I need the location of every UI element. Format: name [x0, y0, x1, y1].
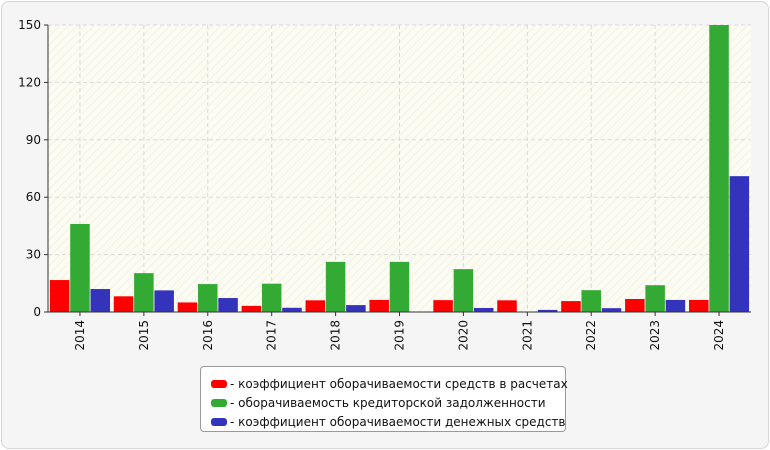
y-tick-label: 60 [26, 190, 41, 204]
legend-label: - коэффициент оборачиваемости средств в … [230, 376, 568, 391]
bar [601, 308, 622, 312]
bar [645, 285, 665, 312]
legend-swatch [211, 417, 227, 426]
bar [241, 305, 262, 312]
x-tick-label: 2016 [201, 320, 215, 351]
bar [90, 289, 111, 312]
legend-item: - коэффициент оборачиваемости средств в … [211, 374, 568, 393]
bar [70, 223, 90, 312]
bar [346, 305, 366, 312]
legend-item: - коэффициент оборачиваемости денежных с… [211, 412, 566, 431]
bar [581, 290, 601, 312]
bar [177, 302, 198, 312]
bar [625, 298, 645, 312]
y-tick-label: 0 [33, 305, 41, 319]
bar [305, 300, 326, 312]
bar [709, 25, 729, 312]
legend-label: - оборачиваемость кредиторской задолженн… [230, 395, 546, 410]
y-axis-ticks: 0 30 60 90 120 150 [18, 18, 48, 319]
bar [537, 309, 558, 312]
bar [134, 273, 154, 312]
y-tick-label: 150 [18, 18, 41, 32]
y-tick-label: 90 [26, 133, 41, 147]
legend-label: - коэффициент оборачиваемости денежных с… [230, 414, 566, 429]
y-tick-label: 120 [18, 75, 41, 89]
legend: - коэффициент оборачиваемости средств в … [200, 366, 568, 432]
bar [218, 298, 238, 312]
x-tick-label: 2022 [584, 320, 598, 351]
legend-item: - оборачиваемость кредиторской задолженн… [211, 393, 565, 412]
bar [282, 307, 302, 312]
legend-swatch [211, 398, 227, 407]
legend-swatch [211, 379, 227, 388]
bar [261, 283, 282, 312]
y-tick-label: 30 [26, 248, 41, 262]
bar [665, 299, 686, 312]
bar [729, 176, 750, 312]
bar [433, 300, 453, 312]
bar [561, 301, 581, 312]
x-tick-label: 2014 [73, 320, 87, 351]
bar [325, 261, 346, 312]
x-tick-label: 2021 [520, 320, 534, 351]
x-tick-label: 2017 [265, 320, 279, 351]
bar [497, 300, 517, 312]
x-tick-label: 2020 [456, 320, 470, 351]
bar [389, 261, 410, 312]
x-tick-label: 2018 [329, 320, 343, 351]
bar [688, 299, 709, 312]
bar [453, 269, 474, 312]
x-axis-ticks: 2014 2015 2016 2017 2018 2019 2020 2021 2022 2023… [73, 312, 726, 351]
bar [198, 284, 218, 312]
bar [113, 296, 134, 312]
x-tick-label: 2019 [393, 320, 407, 351]
bar [49, 280, 70, 312]
x-tick-label: 2015 [137, 320, 151, 351]
x-tick-label: 2023 [648, 320, 662, 351]
x-tick-label: 2024 [712, 320, 726, 351]
bar [369, 299, 389, 312]
bar [473, 307, 494, 312]
bars [49, 25, 750, 312]
bar [154, 290, 174, 312]
